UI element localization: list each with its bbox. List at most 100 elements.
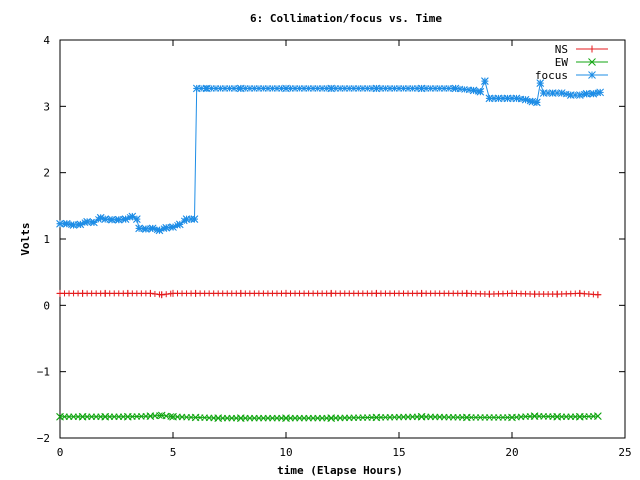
data-point-star	[142, 225, 150, 233]
data-point-x	[575, 412, 584, 421]
data-point-star	[101, 215, 110, 223]
data-point-x	[167, 413, 175, 420]
x-axis-label: time (Elapse Hours)	[277, 464, 403, 477]
data-point-star	[539, 89, 548, 97]
data-point-star	[575, 91, 584, 99]
series-focus	[56, 77, 604, 235]
data-point-x	[462, 413, 471, 422]
data-point-star	[96, 213, 105, 222]
data-point-star	[582, 89, 591, 98]
data-point-plus	[594, 291, 602, 299]
y-axis-ticks: −2 −1 0 1 2 3 4	[37, 34, 625, 445]
data-point-star	[548, 89, 557, 97]
data-point-star	[528, 97, 537, 106]
y-tick-label: −1	[37, 366, 50, 379]
data-point-plus	[163, 291, 170, 298]
data-point-plus	[169, 289, 177, 297]
data-point-star	[90, 218, 98, 227]
data-point-star	[56, 219, 64, 228]
data-point-plus	[485, 290, 493, 298]
data-point-star	[588, 71, 596, 79]
legend-label: NS	[555, 43, 568, 56]
data-point-plus	[151, 290, 158, 297]
data-point-plus	[327, 289, 335, 297]
data-point-star	[451, 84, 460, 93]
data-point-star	[512, 94, 521, 103]
data-point-x	[236, 414, 245, 422]
x-tick-label: 20	[505, 446, 518, 459]
data-point-plus	[79, 289, 87, 297]
data-point-star	[503, 94, 512, 103]
data-point-star	[69, 221, 78, 229]
legend-label: focus	[535, 69, 568, 82]
x-tick-label: 15	[392, 446, 405, 459]
data-point-x	[169, 412, 177, 421]
data-point-x	[553, 412, 562, 421]
data-point-plus	[124, 289, 132, 297]
data-point-star	[521, 95, 530, 104]
data-point-x	[372, 413, 381, 422]
data-point-plus	[372, 289, 380, 297]
data-point-x	[417, 412, 426, 421]
data-point-plus	[146, 289, 154, 297]
data-point-star	[282, 84, 290, 93]
data-point-x	[146, 412, 155, 420]
data-point-star	[132, 215, 141, 223]
y-tick-label: 4	[43, 34, 50, 47]
data-point-x	[214, 414, 223, 422]
y-axis-label: Volts	[19, 222, 32, 255]
data-point-star	[327, 84, 336, 93]
data-point-x	[327, 414, 336, 422]
data-point-star	[557, 89, 566, 97]
data-point-x	[56, 412, 64, 421]
x-tick-label: 10	[279, 446, 292, 459]
data-point-star	[182, 215, 191, 223]
data-point-star	[372, 84, 381, 93]
data-point-star	[108, 215, 116, 224]
data-point-plus	[531, 290, 539, 298]
data-point-star	[192, 84, 201, 93]
y-tick-label: 1	[43, 233, 50, 246]
data-point-plus	[463, 289, 471, 297]
data-point-star	[417, 84, 426, 93]
chart-title: 6: Collimation/focus vs. Time	[250, 12, 442, 25]
series-layer	[56, 77, 604, 422]
data-point-x	[78, 412, 87, 421]
data-point-star	[169, 223, 177, 231]
data-point-plus	[508, 289, 516, 297]
y-tick-label: 0	[43, 299, 50, 312]
data-point-x	[282, 414, 290, 422]
data-point-star	[83, 217, 91, 226]
data-point-x	[123, 412, 132, 421]
data-point-plus	[282, 289, 290, 297]
x-axis-ticks: 0 5 10 15 20 25	[57, 40, 632, 459]
data-point-x	[157, 411, 166, 420]
y-tick-label: −2	[37, 432, 50, 445]
data-point-star	[62, 219, 71, 228]
data-point-x	[101, 412, 110, 421]
data-point-star	[203, 84, 211, 93]
data-point-star	[533, 98, 541, 107]
data-point-x	[508, 413, 516, 422]
data-point-x	[191, 413, 200, 422]
data-point-plus	[192, 289, 200, 297]
data-point-plus	[158, 291, 166, 299]
data-point-star	[121, 215, 130, 223]
legend-label: EW	[555, 56, 569, 69]
data-point-star	[494, 94, 503, 103]
series-ew	[56, 411, 602, 422]
data-point-star	[536, 79, 545, 87]
data-point-star	[175, 220, 184, 229]
data-point-x	[156, 412, 163, 419]
data-point-star	[190, 215, 199, 223]
data-point-star	[476, 87, 485, 96]
data-point-plus	[588, 45, 596, 53]
data-point-star	[566, 91, 575, 99]
legend-item-focus: focus	[535, 69, 608, 82]
data-point-plus	[418, 289, 426, 297]
data-point-star	[469, 86, 478, 95]
data-point-plus	[237, 289, 245, 297]
data-point-star	[155, 226, 164, 235]
data-point-star	[485, 94, 494, 103]
